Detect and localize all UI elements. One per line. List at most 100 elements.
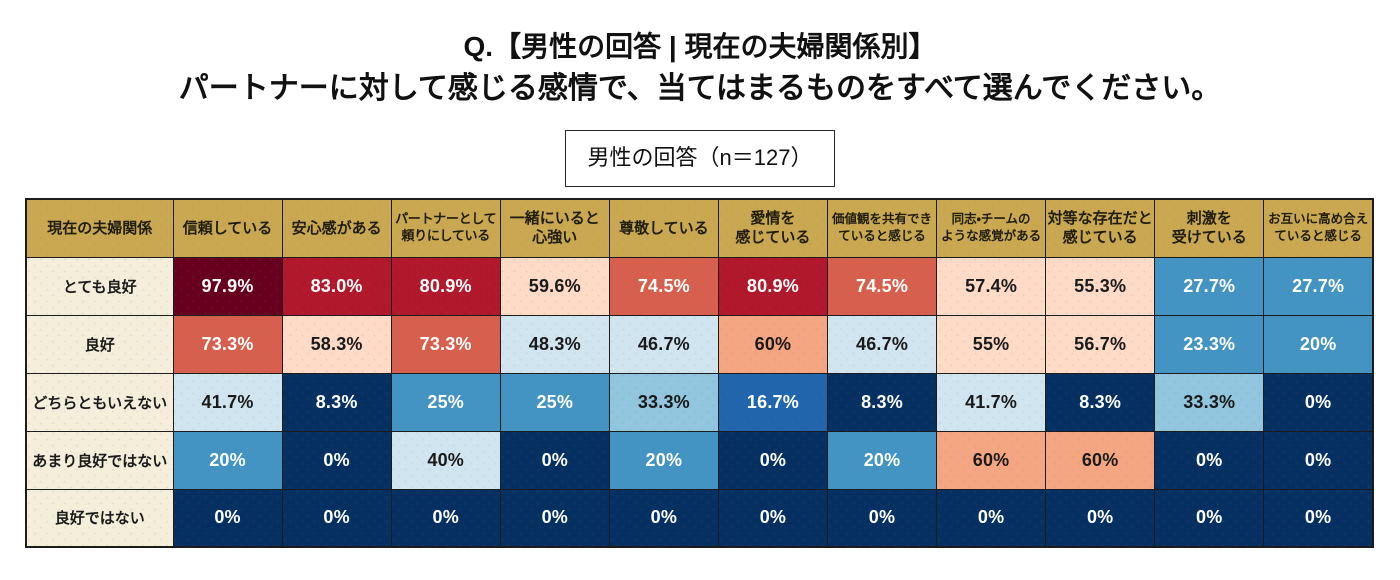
heatmap-header-row: 現在の夫婦関係 信頼している 安心感がある パートナーとして 頼りにしている 一緒にいると…: [25, 198, 1374, 258]
heatmap-cell: 25%: [390, 372, 501, 432]
heatmap-cell: 8.3%: [1045, 372, 1156, 432]
header-label-line: 心強い: [532, 229, 578, 247]
heatmap-cell: 40%: [390, 430, 501, 490]
heatmap-cell: 55.3%: [1045, 256, 1156, 316]
sample-badge-wrap: 男性の回答（n＝127）: [0, 130, 1400, 187]
heatmap-cell: 20%: [172, 430, 283, 490]
heatmap-cell: 20%: [1263, 314, 1374, 374]
header-label-line: 尊敬している: [619, 219, 709, 237]
heatmap-cell: 33.3%: [1154, 372, 1265, 432]
heatmap-cell: 80.9%: [390, 256, 501, 316]
heatmap-cell: 33.3%: [608, 372, 719, 432]
column-header: 安心感がある: [281, 198, 392, 258]
column-header: 一緒にいると 心強い: [499, 198, 610, 258]
heatmap-row: 良好 73.3% 58.3% 73.3% 48.3% 46.7% 60% 46.7% 55% 56…: [25, 314, 1374, 374]
header-label-line: 同志・チームの: [951, 212, 1031, 227]
heatmap-row: 良好ではない 0% 0% 0% 0% 0% 0% 0% 0% 0% 0% 0%: [25, 488, 1374, 548]
sample-size-badge: 男性の回答（n＝127）: [564, 130, 836, 187]
heatmap-header: 現在の夫婦関係 信頼している 安心感がある パートナーとして 頼りにしている 一緒にいると…: [25, 198, 1374, 258]
column-header: 尊敬している: [608, 198, 719, 258]
heatmap-cell: 0%: [499, 488, 610, 548]
heatmap-cell: 74.5%: [826, 256, 938, 316]
chart-title: Q.【男性の回答 | 現在の夫婦関係別】 パートナーに対して感じる感情で、当ては…: [0, 0, 1400, 111]
heatmap-cell: 58.3%: [281, 314, 392, 374]
heatmap-row: あまり良好ではない 20% 0% 40% 0% 20% 0% 20% 60% 60% 0% 0%: [25, 430, 1374, 490]
header-label-line: 良好: [84, 336, 115, 354]
header-label-line: ていると感じる: [1274, 229, 1362, 244]
header-label-line: 感じている: [1062, 229, 1138, 247]
heatmap-row: とても良好 97.9% 83.0% 80.9% 59.6% 74.5% 80.9% 74.5%…: [25, 256, 1374, 316]
heatmap-cell: 73.3%: [172, 314, 283, 374]
heatmap-cell: 27.7%: [1263, 256, 1374, 316]
header-label-line: 対等な存在だと: [1047, 209, 1153, 227]
header-label-line: あまり良好ではない: [32, 452, 168, 470]
heatmap-cell: 83.0%: [281, 256, 392, 316]
heatmap-cell: 46.7%: [608, 314, 719, 374]
heatmap-cell: 0%: [717, 430, 828, 490]
heatmap-cell: 56.7%: [1045, 314, 1156, 374]
header-label-line: 信頼している: [182, 219, 273, 237]
heatmap-cell: 0%: [499, 430, 610, 490]
row-label: あまり良好ではない: [25, 430, 174, 490]
heatmap-cell: 0%: [1263, 488, 1374, 548]
heatmap-cell: 74.5%: [608, 256, 719, 316]
heatmap-cell: 59.6%: [499, 256, 610, 316]
heatmap-cell: 0%: [281, 430, 392, 490]
heatmap-cell: 73.3%: [390, 314, 501, 374]
header-label-line: ような感覚がある: [941, 229, 1042, 244]
column-header: 信頼している: [172, 198, 283, 258]
column-header: 同志・チームの ような感覚がある: [936, 198, 1047, 258]
heatmap-cell: 48.3%: [499, 314, 610, 374]
heatmap-cell: 80.9%: [717, 256, 828, 316]
heatmap-cell: 41.7%: [936, 372, 1047, 432]
chart-title-line1: Q.【男性の回答 | 現在の夫婦関係別】: [463, 31, 937, 62]
header-label-line: 頼りにしている: [401, 228, 490, 244]
header-label-line: 一緒にいると: [509, 209, 600, 227]
header-label-line: 愛情を: [750, 209, 796, 227]
heatmap-cell: 0%: [1263, 430, 1374, 490]
heatmap-cell: 0%: [717, 488, 828, 548]
header-label-line: 価値観を共有でき: [832, 212, 933, 227]
heatmap-table: 現在の夫婦関係 信頼している 安心感がある パートナーとして 頼りにしている 一緒にいると…: [25, 198, 1374, 548]
header-label-line: 良好ではない: [54, 510, 145, 528]
heatmap-cell: 23.3%: [1154, 314, 1265, 374]
heatmap-cell: 0%: [1045, 488, 1156, 548]
heatmap-cell: 60%: [717, 314, 828, 374]
column-header: 価値観を共有でき ていると感じる: [826, 198, 938, 258]
header-label-line: 現在の夫婦関係: [47, 219, 153, 237]
header-label-line: 刺激を: [1186, 209, 1232, 227]
heatmap-cell: 0%: [1263, 372, 1374, 432]
header-label-line: 感じている: [735, 229, 811, 247]
heatmap-cell: 0%: [826, 488, 938, 548]
heatmap-cell: 16.7%: [717, 372, 828, 432]
column-header: 刺激を 受けている: [1154, 198, 1265, 258]
heatmap-cell: 60%: [1045, 430, 1156, 490]
heatmap-cell: 0%: [281, 488, 392, 548]
column-header: パートナーとして 頼りにしている: [390, 198, 501, 258]
heatmap-cell: 8.3%: [281, 372, 392, 432]
heatmap-cell: 0%: [1154, 430, 1265, 490]
heatmap-cell: 0%: [1154, 488, 1265, 548]
header-label-line: お互いに高め合え: [1268, 212, 1369, 227]
heatmap-cell: 0%: [390, 488, 501, 548]
heatmap-row: どちらともいえない 41.7% 8.3% 25% 25% 33.3% 16.7% 8.3% 41…: [25, 372, 1374, 432]
heatmap-cell: 0%: [172, 488, 283, 548]
heatmap-cell: 8.3%: [826, 372, 938, 432]
row-label: 良好ではない: [25, 488, 174, 548]
heatmap-cell: 55%: [936, 314, 1047, 374]
heatmap-cell: 60%: [936, 430, 1047, 490]
heatmap-cell: 57.4%: [936, 256, 1047, 316]
chart-title-line2: パートナーに対して感じる感情で、当てはまるものをすべて選んでください。: [178, 72, 1222, 105]
column-header: 愛情を 感じている: [717, 198, 828, 258]
column-header: 対等な存在だと 感じている: [1045, 198, 1156, 258]
header-label-line: ていると感じる: [838, 229, 926, 244]
heatmap-cell: 20%: [608, 430, 719, 490]
row-label: 良好: [25, 314, 174, 374]
row-label: どちらともいえない: [25, 372, 174, 432]
column-header: お互いに高め合え ていると感じる: [1263, 198, 1374, 258]
heatmap-body: とても良好 97.9% 83.0% 80.9% 59.6% 74.5% 80.9% 74.5%…: [25, 256, 1374, 548]
heatmap-cell: 41.7%: [172, 372, 283, 432]
row-label: とても良好: [25, 256, 174, 316]
heatmap-cell: 25%: [499, 372, 610, 432]
